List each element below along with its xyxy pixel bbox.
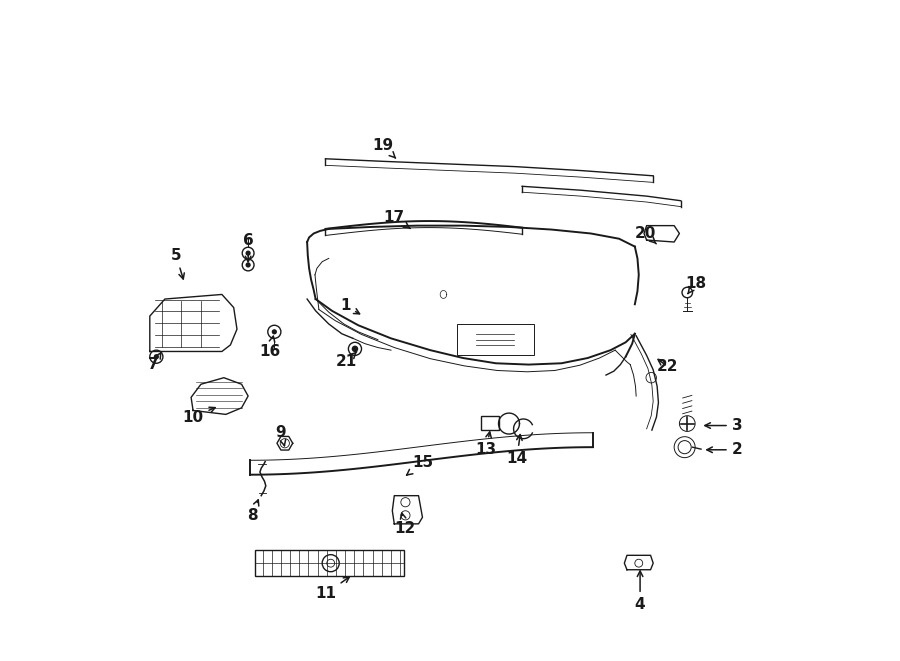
Text: 13: 13 — [475, 432, 497, 457]
Text: 15: 15 — [407, 455, 433, 475]
Text: 22: 22 — [657, 359, 679, 374]
Text: 2: 2 — [706, 442, 742, 457]
Text: 21: 21 — [336, 352, 357, 369]
Text: 19: 19 — [373, 138, 395, 158]
Text: 1: 1 — [340, 298, 360, 314]
Text: 9: 9 — [275, 424, 286, 446]
Text: 17: 17 — [383, 210, 410, 229]
Circle shape — [352, 346, 358, 352]
Circle shape — [246, 251, 251, 256]
Text: 20: 20 — [634, 226, 656, 244]
Text: 4: 4 — [634, 571, 645, 612]
Text: 16: 16 — [259, 336, 281, 359]
Text: 7: 7 — [148, 352, 161, 372]
Text: 8: 8 — [247, 500, 259, 523]
Circle shape — [154, 354, 159, 360]
Circle shape — [272, 329, 277, 334]
Text: 6: 6 — [243, 233, 254, 262]
Bar — [482, 416, 499, 430]
Bar — [255, 550, 404, 576]
Bar — [456, 324, 534, 356]
Circle shape — [246, 262, 251, 268]
Text: 10: 10 — [183, 407, 215, 424]
Text: 14: 14 — [507, 434, 527, 466]
Text: 5: 5 — [171, 248, 184, 279]
Text: 11: 11 — [315, 577, 349, 602]
Text: 18: 18 — [685, 276, 706, 293]
Text: 3: 3 — [705, 418, 742, 433]
Text: 12: 12 — [395, 513, 416, 536]
